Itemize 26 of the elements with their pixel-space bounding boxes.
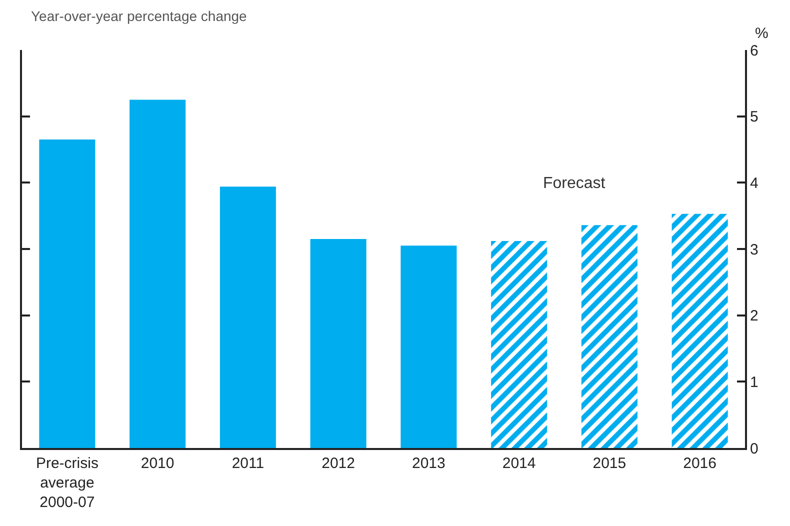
bar [581,225,638,448]
x-tick-label: 2012 [322,455,355,472]
x-tick-label: 2010 [140,455,174,472]
bar [400,246,457,448]
y-tick-label: 6 [750,42,758,60]
bar [39,140,96,448]
x-tick-label: 2011 [232,455,264,472]
y-tick-label: 0 [750,440,758,458]
y-tick-label: 2 [750,308,758,325]
annotation: Forecast [543,175,606,192]
x-tick-label: Pre-crisis average 2000-07 [36,455,98,511]
chart-title: Year-over-year percentage change [31,8,248,24]
y-tick-label: 4 [750,174,758,192]
x-tick-label: 2013 [412,455,446,472]
bar [310,239,366,448]
y-tick-label: 1 [750,374,758,391]
x-tick-label: 2014 [502,455,536,472]
bar [491,241,548,448]
y-axis-title: % [755,25,768,42]
y-tick-label: 3 [750,241,758,258]
x-tick-label: 2016 [683,455,716,472]
x-tick-label: 2015 [592,455,626,472]
bar [220,186,276,448]
bar [672,214,728,448]
bar [130,100,186,448]
y-tick-label: 5 [750,108,758,126]
